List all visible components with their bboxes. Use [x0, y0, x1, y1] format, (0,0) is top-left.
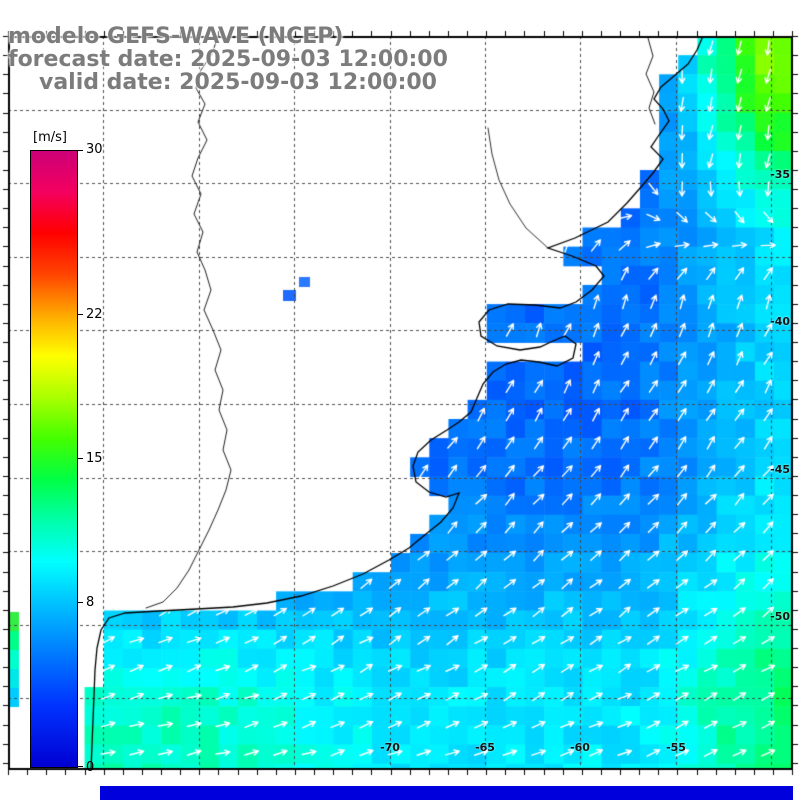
colorbar-gradient: [30, 150, 78, 768]
colorbar-tick-label: 30: [86, 142, 103, 157]
lat-axis-label: -45: [770, 463, 790, 476]
colorbar-tick-mark: [78, 314, 83, 315]
colorbar-unit-label: [m/s]: [31, 130, 69, 145]
lat-axis-label: -40: [770, 315, 790, 328]
colorbar-tick-label: 15: [86, 451, 103, 466]
bottom-strip: [100, 786, 793, 800]
lat-axis-label: -35: [770, 168, 790, 181]
colorbar-tick-mark: [78, 766, 83, 767]
model-title: modelo GEFS-WAVE (NCEP): [8, 24, 344, 49]
valid-date-label: valid date: 2025-09-03 12:00:00: [39, 70, 437, 95]
lon-axis-label: -60: [570, 741, 590, 754]
colorbar-tick-mark: [78, 150, 83, 151]
plot-title-block: modelo GEFS-WAVE (NCEP) forecast date: 2…: [8, 25, 448, 94]
lon-axis-label: -65: [475, 741, 495, 754]
colorbar-tick-label: 8: [86, 594, 95, 610]
colorbar: [m/s] 30 22 15 8 0: [30, 130, 103, 775]
colorbar-tick-label: 22: [86, 307, 103, 322]
colorbar-tick-mark: [78, 601, 83, 603]
colorbar-tick-label: 0: [86, 760, 95, 775]
lon-axis-label: -55: [666, 741, 686, 754]
forecast-date-label: forecast date: 2025-09-03 12:00:00: [8, 47, 448, 72]
lon-axis-label: -70: [380, 741, 400, 754]
lat-axis-label: -50: [770, 610, 790, 623]
colorbar-tick-mark: [78, 458, 83, 459]
